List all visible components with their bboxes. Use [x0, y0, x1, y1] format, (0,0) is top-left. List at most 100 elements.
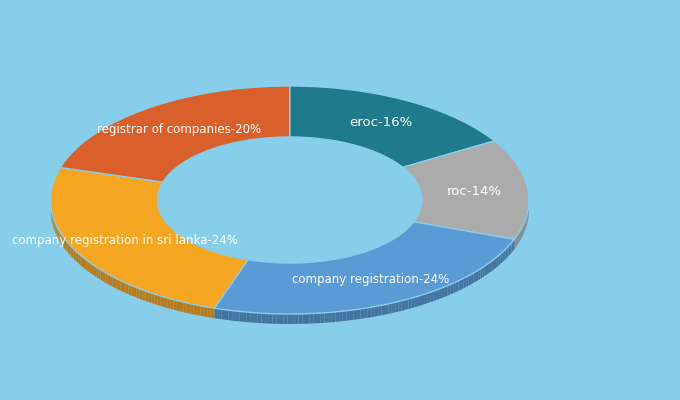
Polygon shape [61, 86, 290, 182]
Polygon shape [198, 245, 199, 256]
Polygon shape [78, 254, 80, 265]
Polygon shape [303, 262, 305, 273]
Polygon shape [306, 314, 309, 324]
Polygon shape [309, 262, 311, 272]
Polygon shape [364, 252, 366, 262]
Polygon shape [294, 263, 296, 273]
Polygon shape [516, 236, 517, 246]
Polygon shape [69, 244, 71, 256]
Polygon shape [313, 313, 317, 324]
Polygon shape [324, 312, 328, 323]
Polygon shape [189, 241, 190, 252]
Polygon shape [64, 237, 65, 249]
Polygon shape [410, 225, 411, 236]
Polygon shape [436, 289, 439, 300]
Polygon shape [386, 242, 387, 253]
Polygon shape [158, 295, 160, 306]
Polygon shape [225, 310, 228, 320]
Polygon shape [59, 230, 61, 242]
Polygon shape [388, 303, 392, 314]
Polygon shape [94, 266, 97, 277]
Polygon shape [84, 258, 86, 270]
Polygon shape [280, 263, 282, 273]
Polygon shape [456, 281, 458, 292]
Polygon shape [403, 141, 529, 239]
Polygon shape [395, 302, 398, 312]
Polygon shape [184, 302, 187, 313]
Polygon shape [67, 242, 69, 254]
Polygon shape [269, 314, 273, 324]
Polygon shape [239, 312, 243, 322]
Polygon shape [211, 308, 214, 318]
Polygon shape [401, 233, 402, 244]
Polygon shape [350, 310, 354, 320]
Polygon shape [301, 263, 303, 273]
Polygon shape [352, 255, 354, 266]
Polygon shape [387, 242, 388, 252]
Polygon shape [343, 311, 346, 321]
Polygon shape [473, 272, 476, 283]
Polygon shape [430, 291, 433, 302]
Polygon shape [237, 258, 239, 268]
Polygon shape [284, 314, 288, 324]
Polygon shape [82, 257, 84, 268]
Polygon shape [167, 223, 168, 234]
Polygon shape [226, 255, 227, 266]
Polygon shape [276, 314, 280, 324]
Polygon shape [481, 267, 483, 279]
Polygon shape [371, 249, 372, 260]
Polygon shape [503, 251, 504, 262]
Polygon shape [274, 262, 276, 273]
Polygon shape [107, 274, 110, 285]
Polygon shape [339, 311, 343, 322]
Polygon shape [404, 231, 405, 242]
Polygon shape [169, 226, 170, 237]
Polygon shape [319, 261, 321, 272]
Polygon shape [487, 263, 489, 274]
Polygon shape [278, 263, 280, 273]
Polygon shape [346, 310, 350, 321]
Polygon shape [115, 278, 118, 289]
Polygon shape [246, 260, 248, 270]
Text: company registration-24%: company registration-24% [292, 273, 449, 286]
Polygon shape [504, 249, 505, 261]
Polygon shape [383, 244, 384, 255]
Polygon shape [231, 256, 233, 267]
Polygon shape [214, 222, 514, 314]
Polygon shape [54, 220, 55, 232]
Polygon shape [299, 314, 303, 324]
Polygon shape [497, 256, 498, 267]
Polygon shape [409, 226, 410, 237]
Polygon shape [403, 232, 404, 242]
Polygon shape [205, 248, 207, 259]
Polygon shape [391, 240, 392, 250]
Polygon shape [385, 304, 388, 314]
Polygon shape [197, 305, 201, 316]
Polygon shape [266, 262, 268, 272]
Polygon shape [57, 227, 58, 239]
Polygon shape [129, 284, 131, 295]
Polygon shape [201, 306, 204, 316]
Polygon shape [343, 257, 344, 268]
Polygon shape [258, 261, 260, 271]
Polygon shape [228, 310, 232, 321]
Polygon shape [439, 288, 442, 299]
Polygon shape [187, 303, 190, 314]
Text: roc-14%: roc-14% [447, 185, 502, 198]
Polygon shape [380, 245, 381, 256]
Polygon shape [146, 291, 148, 302]
Polygon shape [261, 313, 265, 323]
Polygon shape [372, 249, 374, 259]
Polygon shape [392, 239, 394, 250]
Polygon shape [390, 240, 391, 251]
Polygon shape [105, 273, 107, 284]
Polygon shape [120, 280, 123, 292]
Polygon shape [427, 292, 430, 303]
Polygon shape [199, 246, 201, 256]
Polygon shape [123, 282, 126, 293]
Polygon shape [485, 264, 487, 276]
Polygon shape [369, 250, 371, 260]
Polygon shape [291, 314, 295, 324]
Polygon shape [337, 258, 339, 269]
Polygon shape [421, 294, 424, 305]
